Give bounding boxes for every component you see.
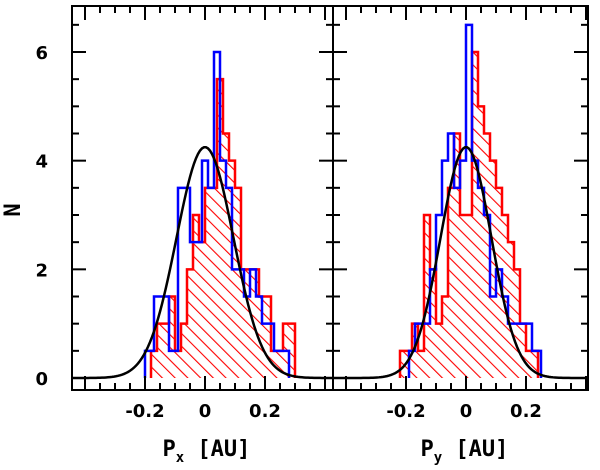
red-bar-6 bbox=[436, 323, 442, 378]
x-label-sub: y bbox=[434, 450, 443, 466]
red-bar-4 bbox=[424, 215, 430, 378]
red-bar-7 bbox=[193, 215, 199, 378]
red-bar-13 bbox=[478, 106, 484, 378]
red-bar-5 bbox=[181, 323, 187, 378]
red-bar-10 bbox=[211, 187, 217, 378]
red-bar-1 bbox=[157, 323, 163, 378]
red-bar-14 bbox=[235, 187, 241, 378]
red-bar-16 bbox=[247, 269, 253, 378]
x-label-sub: x bbox=[176, 450, 185, 466]
gaussian-fit-curve bbox=[333, 146, 588, 380]
red-bar-18 bbox=[259, 296, 265, 378]
red-bar-9 bbox=[205, 187, 211, 378]
red-bar-11 bbox=[466, 215, 472, 378]
x-label-main: P bbox=[421, 437, 434, 462]
axes bbox=[71, 5, 589, 391]
y-axis-label: N bbox=[1, 203, 26, 216]
x-label-main: P bbox=[163, 437, 176, 462]
red-bar-22 bbox=[532, 350, 538, 378]
x-tick-label: 0.2 bbox=[510, 401, 542, 422]
red-bar-20 bbox=[520, 323, 526, 378]
y-tick-label: 0 bbox=[35, 369, 48, 390]
red-bar-12 bbox=[223, 133, 229, 378]
x-tick-label: 0 bbox=[199, 401, 212, 422]
red-bar-0 bbox=[151, 350, 157, 378]
red-bar-5 bbox=[430, 269, 436, 378]
y-tick-label: 6 bbox=[35, 43, 48, 64]
red-bar-21 bbox=[277, 350, 283, 378]
x-label-unit: [AU] bbox=[184, 437, 250, 462]
red-bar-4 bbox=[175, 350, 181, 378]
panel-px bbox=[72, 50, 333, 380]
red-bar-2 bbox=[163, 323, 169, 378]
red-bar-6 bbox=[187, 269, 193, 378]
x-label-unit: [AU] bbox=[442, 437, 508, 462]
panel-py bbox=[333, 23, 588, 380]
red-bar-3 bbox=[169, 296, 175, 378]
red-bar-9 bbox=[454, 133, 460, 378]
red-bar-23 bbox=[289, 323, 295, 378]
red-bar-8 bbox=[448, 187, 454, 378]
red-bar-0 bbox=[400, 350, 406, 378]
y-tick-label: 4 bbox=[35, 152, 48, 173]
red-bar-11 bbox=[217, 79, 223, 379]
blue-histogram bbox=[407, 23, 543, 378]
red-histogram-outline bbox=[398, 50, 540, 378]
red-bar-10 bbox=[460, 215, 466, 378]
red-bar-17 bbox=[253, 269, 259, 378]
panel-frame-P_y bbox=[332, 5, 589, 391]
gaussian-fit-curve bbox=[72, 145, 333, 380]
red-bar-8 bbox=[199, 242, 205, 378]
x-tick-label: -0.2 bbox=[125, 401, 164, 422]
red-bar-12 bbox=[472, 52, 478, 378]
x-tick-label: -0.2 bbox=[386, 401, 425, 422]
red-bar-3 bbox=[418, 350, 424, 378]
y-tick-label: 2 bbox=[35, 260, 48, 281]
x-axis-label: Py [AU] bbox=[421, 437, 509, 466]
x-tick-label: 0.2 bbox=[249, 401, 281, 422]
red-bar-15 bbox=[241, 269, 247, 378]
x-axis-label: Px [AU] bbox=[163, 437, 251, 466]
red-bar-15 bbox=[490, 160, 496, 378]
red-bar-21 bbox=[526, 350, 532, 378]
red-histogram-outline bbox=[149, 77, 297, 378]
red-bar-18 bbox=[508, 242, 514, 378]
blue-histogram bbox=[143, 50, 291, 378]
red-bar-19 bbox=[265, 296, 271, 378]
x-tick-label: 0 bbox=[460, 401, 473, 422]
red-bar-14 bbox=[484, 133, 490, 378]
red-bar-7 bbox=[442, 296, 448, 378]
